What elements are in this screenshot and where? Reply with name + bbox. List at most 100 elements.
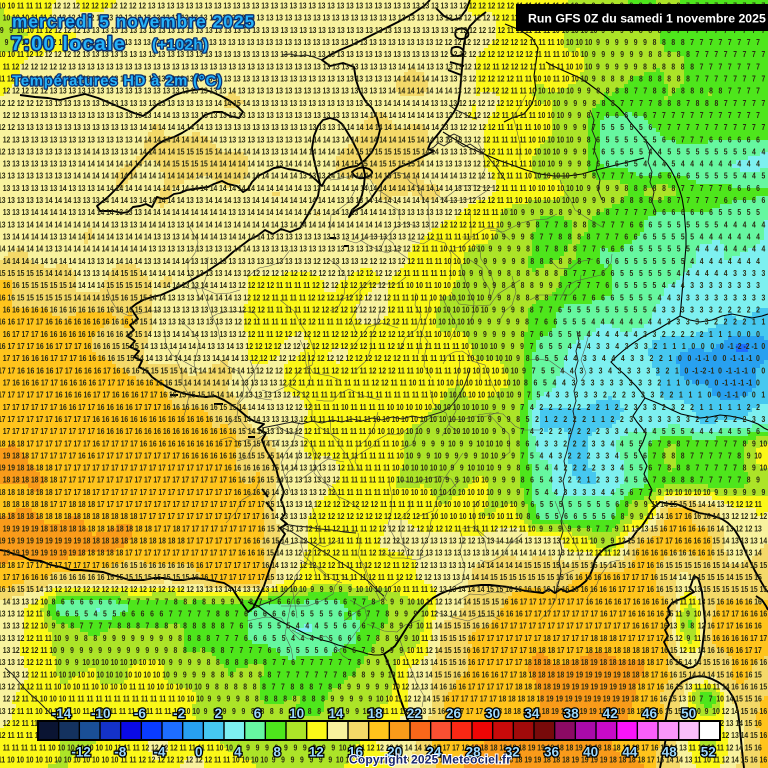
svg-text:46: 46: [642, 706, 658, 721]
svg-text:30: 30: [485, 706, 500, 721]
svg-text:48: 48: [662, 745, 678, 760]
svg-text:32: 32: [505, 745, 520, 760]
svg-text:13 13 12 12 11 10 10 10 10 10: 13 13 12 12 11 10 10 10 10 10 10 10 10 1…: [3, 670, 764, 679]
svg-text:17 16 16 16 17 17 16 16 16 16: 17 16 16 16 17 17 16 16 16 16 17 17 17 1…: [3, 379, 764, 388]
svg-text:19 18 18 17 17 17 17 17 16 16: 19 18 18 17 17 17 17 17 16 16 17 17 17 1…: [3, 451, 764, 460]
svg-text:-8: -8: [114, 745, 126, 760]
svg-text:6: 6: [254, 706, 262, 721]
svg-text:19 19 18 18 18 18 17 17 17 17: 19 19 18 18 18 18 17 17 17 17 17 17 17 1…: [0, 464, 768, 473]
svg-text:2: 2: [215, 706, 223, 721]
svg-text:16 16 16 16 16 16 16 16 16 16: 16 16 16 16 16 16 16 16 16 16 16 16 16 1…: [3, 306, 764, 315]
svg-text:52: 52: [701, 745, 716, 760]
svg-text:12 12 12 12 12 13 13 13 13 13: 12 12 12 12 12 13 13 13 13 13 13 13 13 1…: [0, 99, 768, 108]
svg-text:14: 14: [328, 706, 344, 721]
svg-text:0: 0: [195, 745, 203, 760]
svg-text:-4: -4: [153, 745, 165, 760]
svg-text:17 17 17 17 17 17 16 16 16 16: 17 17 17 17 17 17 16 16 16 16 17 17 16 1…: [0, 391, 768, 400]
svg-text:-2: -2: [173, 706, 185, 721]
svg-text:24: 24: [426, 745, 442, 760]
svg-text:13 14 14 14 14 13 13 14 14 14: 13 14 14 14 14 13 13 14 14 14 14 14 13 1…: [3, 233, 764, 242]
svg-text:13 13 12 12 10 9 8 8 7: 13 13 12 12 10 9 8 8 7 7 7 7 8 8 8 7 8 8…: [3, 622, 764, 631]
svg-text:16 16 15 15 15 15 15 15 14 14: 16 16 15 15 15 15 15 15 14 14 14 15 15 1…: [0, 293, 768, 302]
svg-text:16 16 15 15 14 13 12 12 12 12: 16 16 15 15 14 13 12 12 12 12 12 12 12 1…: [0, 585, 768, 594]
svg-text:18 18 18 17 17 17 17 17 17 17: 18 18 18 17 17 17 17 17 17 17 16 17 17 1…: [0, 439, 768, 448]
svg-text:14 13 13 12 10 8 6 6 6: 14 13 13 12 10 8 6 6 6 6 6 6 7 7 7 7 7 7…: [3, 597, 764, 606]
svg-text:10 10 11 11 11 12 12 12 12 12: 10 10 11 11 11 12 12 12 12 12 12 12 12 1…: [0, 2, 768, 11]
svg-text:40: 40: [583, 745, 598, 760]
svg-text:13 13 13 14 14 14 14 14 14 14: 13 13 13 14 14 14 14 14 14 14 14 14 13 1…: [0, 220, 768, 229]
svg-text:8: 8: [273, 745, 281, 760]
svg-text:19 19 19 19 19 19 19 19 19 18: 19 19 19 19 19 19 19 19 19 18 18 18 18 1…: [0, 537, 768, 546]
svg-text:13 13 13 13 13 13 13 13 14 14: 13 13 13 13 13 13 13 13 14 14 14 14 14 1…: [3, 160, 764, 169]
svg-text:20: 20: [387, 745, 402, 760]
svg-text:13 12 12 12 11 11 10 10 10 11: 13 12 12 12 11 11 10 10 10 11 10 10 10 1…: [0, 683, 768, 692]
svg-text:19 19 19 19 19 19 19 19 18 18: 19 19 19 19 19 19 19 19 18 18 18 18 18 1…: [3, 549, 764, 558]
svg-text:42: 42: [603, 706, 618, 721]
svg-text:13 13 13 13 13 14 14 14 13 13: 13 13 13 13 13 14 14 14 13 13 13 14 14 1…: [0, 196, 768, 205]
svg-text:17 17 17 17 17 17 16 17 17 17: 17 17 17 17 17 17 16 17 17 17 16 16 16 1…: [0, 415, 768, 424]
svg-text:12 12 11 11 10 10 10 11 11 11: 12 12 11 11 10 10 10 11 11 11 11 11 11 1…: [3, 695, 764, 704]
svg-text:16 16 15 15 15 15 15 14 14 14: 16 16 15 15 15 15 15 14 14 14 14 15 15 1…: [3, 281, 764, 290]
svg-text:50: 50: [681, 706, 696, 721]
svg-text:28: 28: [466, 745, 482, 760]
svg-text:14 14 14 14 14 13 13 14 14 14: 14 14 14 14 14 13 13 14 14 14 14 14 14 1…: [0, 245, 768, 254]
svg-text:Copyright 2025 Meteociel.fr: Copyright 2025 Meteociel.fr: [349, 753, 511, 767]
svg-text:9 9 10 11 11 12 12 12 12 13: 9 9 10 11 11 12 12 12 12 13 13 13 13 13 …: [3, 38, 764, 47]
svg-text:18 18 18 18 18 18 18 18 18 18: 18 18 18 18 18 18 18 18 18 18 18 18 18 1…: [0, 512, 768, 521]
svg-text:10: 10: [289, 706, 304, 721]
svg-text:-12: -12: [71, 745, 91, 760]
svg-text:22: 22: [407, 706, 422, 721]
svg-text:11 12 12 12 12 12 12 13 13 13: 11 12 12 12 12 12 12 13 13 13 13 13 13 1…: [3, 62, 764, 71]
svg-text:18: 18: [368, 706, 384, 721]
svg-text:18 18 17 17 17 17 17 17 17 17: 18 18 17 17 17 17 17 17 17 17 17 16 16 1…: [0, 561, 768, 570]
svg-text:Run GFS 0Z du samedi 1 novembr: Run GFS 0Z du samedi 1 novembre 2025: [528, 12, 766, 26]
svg-text:Températures HD à 2m (°C): Températures HD à 2m (°C): [12, 74, 223, 90]
svg-text:11 12 12 12 12 12 13 13 13 13: 11 12 12 12 12 12 13 13 13 13 13 13 13 1…: [0, 75, 768, 84]
svg-text:16 16 17 17 17 16 16 16 16 16: 16 16 17 17 17 16 16 16 16 16 16 16 16 1…: [0, 318, 768, 327]
svg-text:13 12 12 12 11 10 9 9 9: 13 12 12 12 11 10 9 9 9 9 9 9 9 9 9 9 9 …: [3, 646, 764, 655]
svg-text:17 17 16 16 16 17 17 17 16 16: 17 17 16 16 16 17 17 17 16 16 16 16 15 1…: [3, 354, 764, 363]
svg-text:12 13 13 13 13 13 13 13 13 13: 12 13 13 13 13 13 13 13 13 13 13 13 13 1…: [3, 135, 764, 144]
svg-text:12 12 13 13 13 13 13 13 13 13: 12 12 13 13 13 13 13 13 13 13 13 13 13 1…: [3, 111, 764, 120]
svg-text:12 12 12 12 12 13 13 13 13 13: 12 12 12 12 12 13 13 13 13 13 13 13 13 1…: [3, 87, 764, 96]
svg-text:10 10 10 11 11 12 12 12 12 12: 10 10 10 11 11 12 12 12 12 12 12 13 13 1…: [3, 14, 764, 23]
svg-text:7:00 locale: 7:00 locale: [11, 33, 126, 55]
svg-text:36: 36: [544, 745, 560, 760]
svg-text:10 10 11 12 12 12 12 12 12 13: 10 10 11 12 12 12 12 12 12 13 13 13 13 1…: [0, 50, 768, 59]
svg-text:11 10 10 10 10 10 10 10 10 10: 11 10 10 10 10 10 10 10 10 10 10 10 10 1…: [0, 755, 768, 764]
svg-text:4: 4: [234, 745, 242, 760]
svg-text:16 17 17 17 16 16 17 17 17 16: 16 17 17 17 16 16 17 17 17 16 16 16 15 1…: [0, 342, 768, 351]
svg-text:17 17 16 16 16 16 16 16 16 16: 17 17 16 16 16 16 16 16 16 16 16 15 15 1…: [3, 573, 764, 582]
svg-text:12: 12: [309, 745, 324, 760]
svg-text:44: 44: [622, 745, 638, 760]
svg-text:-6: -6: [134, 706, 146, 721]
svg-text:17 17 17 17 17 17 17 17 17 17: 17 17 17 17 17 17 17 17 17 17 16 16 16 1…: [3, 427, 764, 436]
svg-text:13 13 12 12 12 11 10 9 9 1: 13 13 12 12 12 11 10 9 9 10 10 10 10 10 …: [0, 658, 768, 667]
svg-text:13 13 12 12 11 8 6 6 5: 13 13 12 12 11 8 6 6 5 5 4 5 5 6 6 6 6 6…: [0, 610, 768, 619]
svg-text:15 15 15 15 15 14 14 14 14 13: 15 15 15 15 15 14 14 14 14 13 13 14 14 1…: [0, 269, 768, 278]
svg-text:34: 34: [524, 706, 540, 721]
svg-text:18 18 18 18 18 18 17 17 17 17: 18 18 18 18 18 18 17 17 17 17 17 17 17 1…: [3, 476, 764, 485]
svg-text:mercredi 5 novembre 2025: mercredi 5 novembre 2025: [12, 12, 255, 32]
svg-text:17 17 17 17 17 17 16 16 17 17: 17 17 17 17 17 17 16 16 17 17 16 16 16 1…: [3, 403, 764, 412]
svg-text:14 14 14 14 14 14 14 14 14 13: 14 14 14 14 14 14 14 14 14 13 13 14 14 1…: [3, 257, 764, 266]
svg-text:12 12 13 13 13 13 13 13 13 13: 12 12 13 13 13 13 13 13 13 13 13 13 13 1…: [0, 123, 768, 132]
svg-text:-10: -10: [91, 706, 111, 721]
svg-text:13 12 11 11 10 10 10 10 10 11: 13 12 11 11 10 10 10 10 10 11 11 11 11 1…: [0, 707, 768, 716]
svg-text:13 13 13 14 14 14 14 13 13 14: 13 13 13 14 14 14 14 13 13 14 14 14 13 1…: [3, 208, 764, 217]
svg-text:19 19 19 19 18 18 18 18 18 18: 19 19 19 19 18 18 18 18 18 18 18 18 18 1…: [3, 524, 764, 533]
svg-text:13 13 13 13 13 13 13 13 14 14: 13 13 13 13 13 13 13 13 14 14 14 14 14 1…: [0, 172, 768, 181]
svg-text:13 13 12 12 11 11 10 9 9: 13 13 12 12 11 11 10 9 9 8 8 9 9 9 9 9 9…: [0, 634, 768, 643]
svg-text:38: 38: [564, 706, 580, 721]
svg-text:16: 16: [348, 745, 364, 760]
svg-text:13 13 13 13 13 13 14 13 13 13: 13 13 13 13 13 13 14 13 13 13 14 14 14 1…: [3, 184, 764, 193]
svg-text:-14: -14: [52, 706, 72, 721]
svg-text:18 18 18 18 18 18 17 17 17 18: 18 18 18 18 18 18 17 17 17 18 17 17 17 1…: [0, 488, 768, 497]
svg-text:11 11 11 11 11 10 10 10 10 10: 11 11 11 11 11 10 10 10 10 10 10 10 11 1…: [3, 743, 764, 752]
svg-text:(+102h): (+102h): [152, 37, 208, 54]
svg-text:9 9 10 10 11 12 12 12 12 13: 9 9 10 10 11 12 12 12 12 13 13 13 13 13 …: [0, 26, 768, 35]
svg-text:16 17 17 17 16 16 16 16 16 16: 16 17 17 17 16 16 16 16 16 16 16 16 16 1…: [3, 330, 764, 339]
svg-text:26: 26: [446, 706, 462, 721]
svg-text:12 13 13 13 13 13 13 13 13 14: 12 13 13 13 13 13 13 13 13 14 14 13 13 1…: [0, 147, 768, 156]
svg-text:18 18 18 18 18 17 17 18 18 18: 18 18 18 18 18 17 17 18 18 18 17 17 17 1…: [3, 500, 764, 509]
